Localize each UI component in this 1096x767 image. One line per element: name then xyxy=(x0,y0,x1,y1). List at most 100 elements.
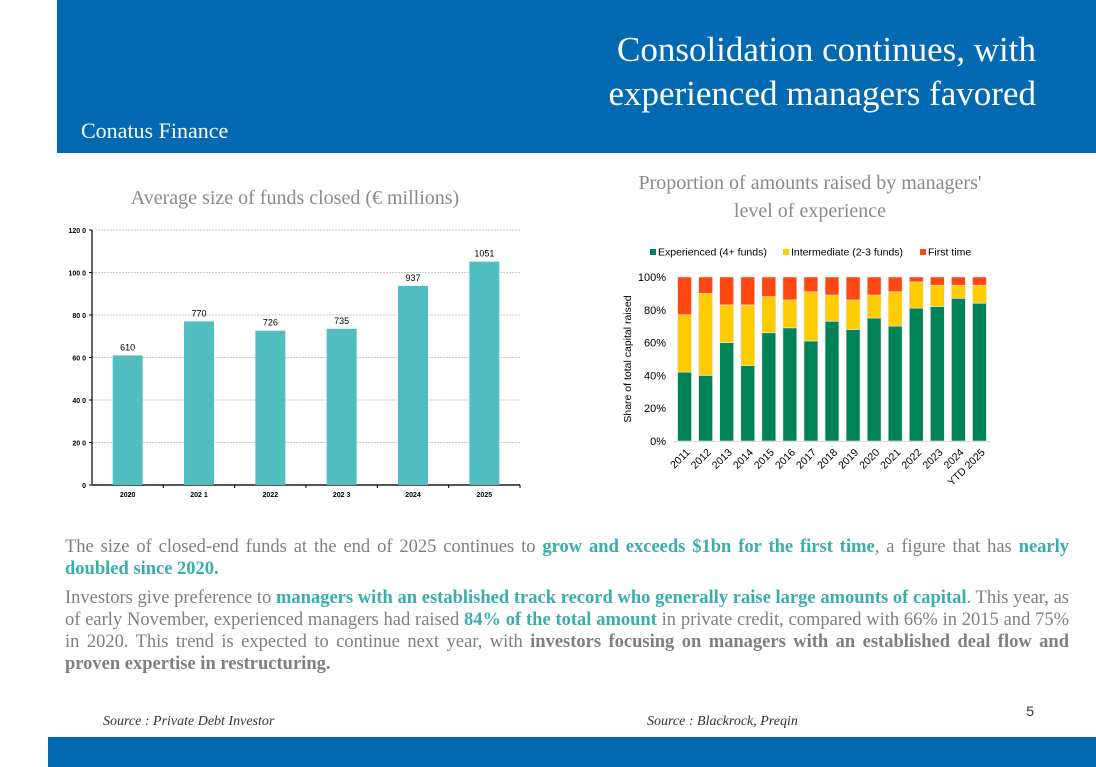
highlight-segment: 84% of the total amount xyxy=(464,610,657,630)
highlight-segment: managers with an established track recor… xyxy=(276,588,967,608)
bar-2022 xyxy=(255,330,286,485)
x-tick-label: 2022 xyxy=(263,492,279,499)
bar-2025 xyxy=(469,261,500,485)
x-tick-label: 2017 xyxy=(794,447,819,472)
legend-swatch xyxy=(783,249,789,255)
y-tick-label: 60 0 xyxy=(72,356,86,363)
bar-segment-2018-0 xyxy=(824,320,840,442)
bar-segment-2019-1 xyxy=(845,299,861,330)
x-tick-label: 2020 xyxy=(857,447,882,472)
bar-segment-2018-1 xyxy=(824,294,840,322)
page-title: Consolidation continues, with experience… xyxy=(476,28,1036,116)
bar-segment-2014-0 xyxy=(740,365,755,442)
bar-segment-2012-1 xyxy=(698,293,713,376)
chart2-title-line1: Proportion of amounts raised by managers… xyxy=(638,172,982,194)
legend-label: Intermediate (2-3 funds) xyxy=(791,247,903,259)
bar-2020 xyxy=(112,355,143,485)
x-tick-label: 2013 xyxy=(710,447,735,472)
x-tick-label: 202 3 xyxy=(333,492,351,499)
data-label: 610 xyxy=(120,342,135,352)
bar-segment-2011-2 xyxy=(677,276,692,316)
chart-average-fund-size: 0 20 0 40 0 60 0 80 0 100 0 120 0 610 2020 770 202… xyxy=(68,228,521,499)
x-tick-label: 2023 xyxy=(920,447,945,472)
data-label: 1051 xyxy=(474,249,494,259)
body-text: The size of closed-end funds at the end … xyxy=(65,536,1069,682)
bar-segment-2016-0 xyxy=(782,327,798,442)
bar-segment-2020-2 xyxy=(866,276,882,296)
bar-segment-2014-1 xyxy=(740,304,755,366)
page-title-line1: Consolidation continues, with xyxy=(616,30,1036,69)
bar-segment-2022-2 xyxy=(909,276,924,283)
bar-segment-2022-0 xyxy=(909,307,924,442)
x-tick-label: 2024 xyxy=(405,492,421,499)
bar-segment-2016-2 xyxy=(782,276,798,301)
bar-segment-2020-0 xyxy=(866,317,882,442)
bar-segment-2018-2 xyxy=(824,276,840,296)
bar-segment-2011-1 xyxy=(677,314,692,373)
x-tick-label: 2014 xyxy=(731,447,756,472)
bar-segment-YTD-2025-2 xyxy=(972,276,987,286)
bar-2024 xyxy=(398,285,428,485)
bar-segment-2024-1 xyxy=(951,284,966,299)
legend-label: First time xyxy=(928,247,971,259)
bar-segment-YTD-2025-1 xyxy=(972,284,987,304)
x-tick-label: 2016 xyxy=(773,447,798,472)
y-tick-label: 120 0 xyxy=(68,228,86,235)
legend-label: Experienced (4+ funds) xyxy=(658,247,767,259)
bar-segment-2019-0 xyxy=(845,329,861,442)
bar-segment-2012-2 xyxy=(698,276,713,294)
x-tick-label: 2011 xyxy=(668,447,693,472)
x-tick-label: 2021 xyxy=(878,447,903,472)
y-tick-label: 60% xyxy=(644,338,666,350)
y-tick-label: 20 0 xyxy=(72,441,86,448)
header-band: Consolidation continues, with experience… xyxy=(57,0,1096,153)
y-tick-label: 40 0 xyxy=(72,398,86,405)
highlight-segment: investors focusing on managers with an e… xyxy=(65,632,1069,674)
bar-segment-2015-2 xyxy=(761,276,777,297)
x-tick-label: 2025 xyxy=(477,492,493,499)
data-label: 770 xyxy=(191,308,206,318)
legend-swatch xyxy=(650,249,656,255)
y-tick-label: 0 xyxy=(82,483,86,490)
chart-experience-share: Experienced (4+ funds) Intermediate (2-3 … xyxy=(622,247,990,489)
footer-band xyxy=(48,737,1096,767)
brand-name: Conatus Finance xyxy=(81,118,229,143)
bar-segment-2015-0 xyxy=(761,332,777,442)
y-tick-label: 100 0 xyxy=(68,271,86,278)
chart2-title: Proportion of amounts raised by managers… xyxy=(590,169,1030,225)
x-tick-label: 2012 xyxy=(689,447,714,472)
text-segment: in private credit, compared with 66% in … xyxy=(65,610,1069,652)
legend-swatch xyxy=(920,249,926,255)
highlight-segment: grow and exceeds $1bn for the first time xyxy=(542,537,875,557)
y-tick-label: 20% xyxy=(644,403,666,415)
bar-segment-2011-0 xyxy=(677,371,692,442)
text-segment: The size of closed-end funds at the end … xyxy=(65,537,543,557)
bar-segment-2013-2 xyxy=(719,276,734,306)
page-title-line2: experienced managers favored xyxy=(608,74,1036,113)
bar-segment-2016-1 xyxy=(782,299,798,329)
paragraph-investor-preference: Investors give preference to managers wi… xyxy=(65,587,1069,675)
bar-segment-2021-0 xyxy=(887,325,903,442)
y-tick-label: 80% xyxy=(644,305,666,317)
source-left: Source : Private Debt Investor xyxy=(103,714,275,729)
bar-segment-2023-0 xyxy=(930,306,945,442)
y-axis-title: Share of total capital raised xyxy=(622,295,634,422)
x-tick-label: 2022 xyxy=(899,447,924,472)
bar-segment-2024-0 xyxy=(951,298,966,442)
bar-segment-2020-1 xyxy=(866,294,882,319)
data-label: 726 xyxy=(263,318,278,328)
bar-segment-2015-1 xyxy=(761,296,777,334)
x-tick-label: 2018 xyxy=(815,447,840,472)
data-label: 735 xyxy=(334,316,349,326)
paragraph-fund-size: The size of closed-end funds at the end … xyxy=(65,536,1069,580)
bar-segment-2024-2 xyxy=(951,276,966,286)
bar-segment-2023-2 xyxy=(930,276,945,286)
y-tick-label: 0% xyxy=(650,436,666,448)
bar-segment-2014-2 xyxy=(740,276,755,306)
bar-segment-2023-1 xyxy=(930,284,945,307)
x-tick-label: 2020 xyxy=(120,492,136,499)
text-segment: . This year, as of early November, exper… xyxy=(65,588,1069,630)
source-right: Source : Blackrock, Preqin xyxy=(647,714,798,729)
bar-segment-2017-0 xyxy=(803,340,819,442)
chart2-title-line2: level of experience xyxy=(733,200,887,222)
